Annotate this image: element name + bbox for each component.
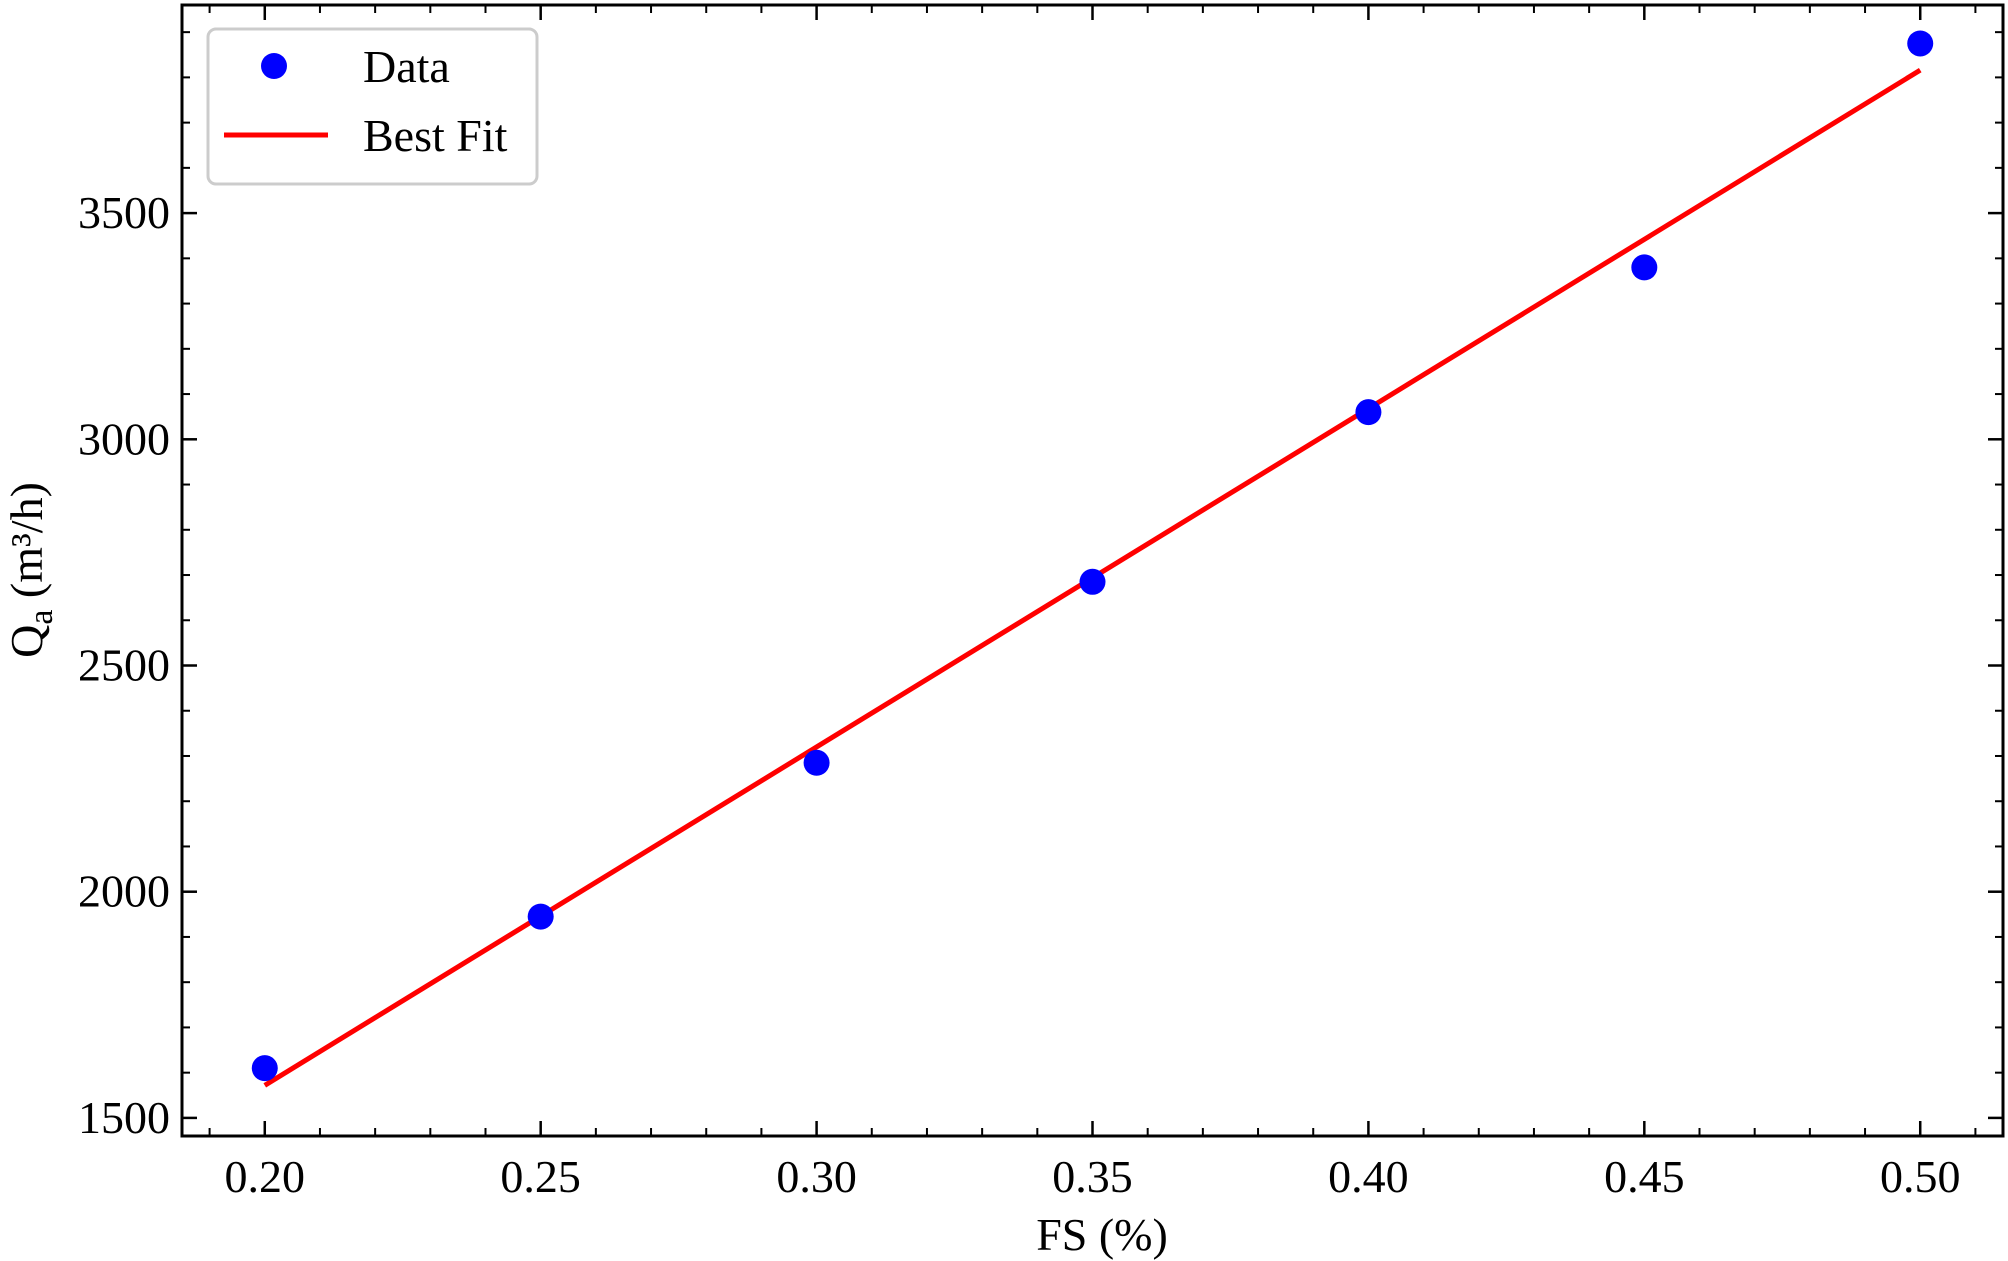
x-tick-label: 0.50 [1880, 1151, 1961, 1202]
data-points [251, 30, 1934, 1082]
legend-label-data: Data [363, 41, 450, 92]
x-tick-label: 0.45 [1604, 1151, 1685, 1202]
y-tick-label: 3500 [78, 187, 170, 238]
x-tick-labels: 0.20 0.25 0.30 0.35 0.40 0.45 0.50 [225, 1151, 1961, 1202]
legend: Data Best Fit [206, 27, 539, 186]
x-tick-label: 0.30 [776, 1151, 857, 1202]
legend-marker-data [261, 53, 287, 79]
legend-box [206, 27, 539, 186]
y-tick-label: 3000 [78, 413, 170, 464]
x-tick-label: 0.40 [1328, 1151, 1409, 1202]
x-axis-label: FS (%) [1036, 1209, 1168, 1260]
x-tick-label: 0.25 [500, 1151, 581, 1202]
y-axis-label: Qa (m³/h) [1, 482, 60, 658]
y-axis-label-main: Q [1, 625, 52, 658]
y-axis-label-subscript: a [23, 610, 60, 625]
data-point [1907, 30, 1934, 57]
data-point [1079, 568, 1106, 595]
plot-frame [180, 3, 2005, 1138]
legend-label-best-fit: Best Fit [363, 110, 508, 161]
y-tick-label: 1500 [78, 1092, 170, 1143]
data-point [1631, 254, 1658, 281]
y-tick-label: 2500 [78, 640, 170, 691]
data-point [527, 903, 554, 930]
data-point [803, 749, 830, 776]
data-point [1355, 399, 1382, 426]
data-point [251, 1055, 278, 1082]
major-ticks [182, 5, 2003, 1136]
y-axis-label-units: (m³/h) [1, 482, 52, 610]
y-tick-label: 2000 [78, 866, 170, 917]
y-tick-labels: 1500 2000 2500 3000 3500 [78, 187, 170, 1143]
x-tick-label: 0.35 [1052, 1151, 1133, 1202]
x-tick-label: 0.20 [225, 1151, 306, 1202]
